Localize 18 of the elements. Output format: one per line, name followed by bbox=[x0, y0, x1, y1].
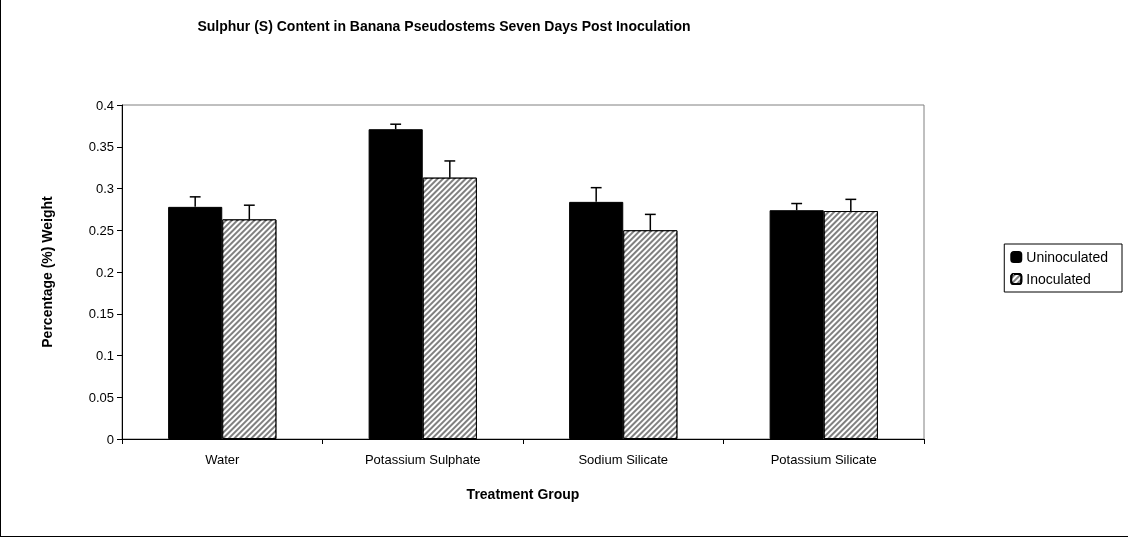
y-tick-label: 0.1 bbox=[95, 348, 114, 363]
x-tick-label: Potassium Sulphate bbox=[364, 452, 481, 467]
y-tick-label: 0.05 bbox=[88, 389, 114, 405]
y-tick-label: 0 bbox=[106, 431, 114, 447]
y-tick-label: 0.35 bbox=[88, 139, 114, 155]
y-tick-label: 0.4 bbox=[95, 97, 114, 113]
y-tick-label: 0.3 bbox=[95, 181, 114, 196]
y-tick-label: 0.2 bbox=[95, 264, 114, 280]
legend-label: Inoculated bbox=[1026, 271, 1091, 287]
x-tick-label: Sodium Silicate bbox=[578, 452, 669, 467]
y-tick-label: 0.15 bbox=[88, 306, 114, 322]
x-tick-label: Potassium Silicate bbox=[770, 452, 877, 467]
chart-title: Sulphur (S) Content in Banana Pseudostems Seven Days Post Inoculation bbox=[197, 18, 691, 34]
x-axis-title: Treatment Group bbox=[466, 486, 580, 502]
y-tick-label: 0.25 bbox=[88, 222, 114, 238]
x-tick-label: Water bbox=[205, 452, 241, 467]
legend-label: Uninoculated bbox=[1026, 249, 1109, 265]
y-axis-title: Percentage (%) Weight bbox=[39, 195, 55, 348]
